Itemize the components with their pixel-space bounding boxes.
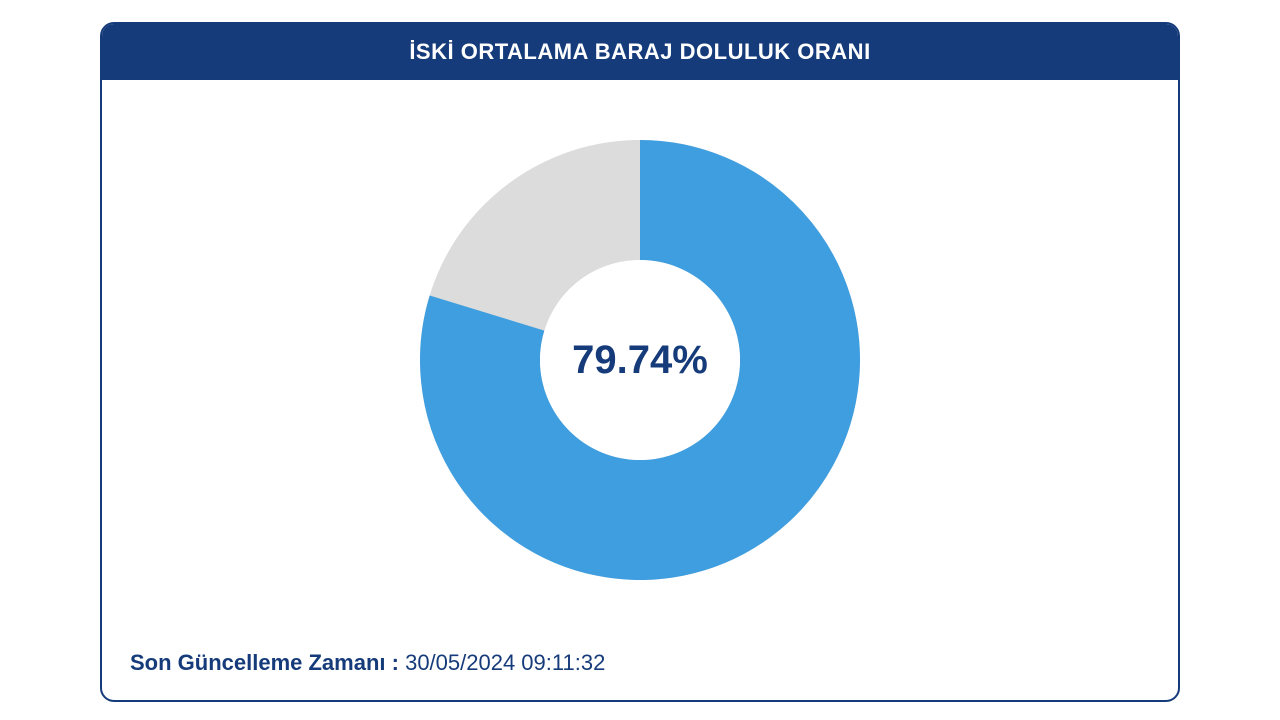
donut-chart: 79.74% xyxy=(420,140,860,580)
last-updated-label: Son Güncelleme Zamanı : xyxy=(130,650,405,675)
last-updated-value: 30/05/2024 09:11:32 xyxy=(405,650,605,675)
chart-area: 79.74% xyxy=(102,80,1178,640)
last-updated: Son Güncelleme Zamanı : 30/05/2024 09:11… xyxy=(130,650,605,676)
card-header: İSKİ ORTALAMA BARAJ DOLULUK ORANI xyxy=(102,24,1178,80)
card-title: İSKİ ORTALAMA BARAJ DOLULUK ORANI xyxy=(409,39,870,65)
dashboard-card: İSKİ ORTALAMA BARAJ DOLULUK ORANI 79.74%… xyxy=(100,22,1180,702)
